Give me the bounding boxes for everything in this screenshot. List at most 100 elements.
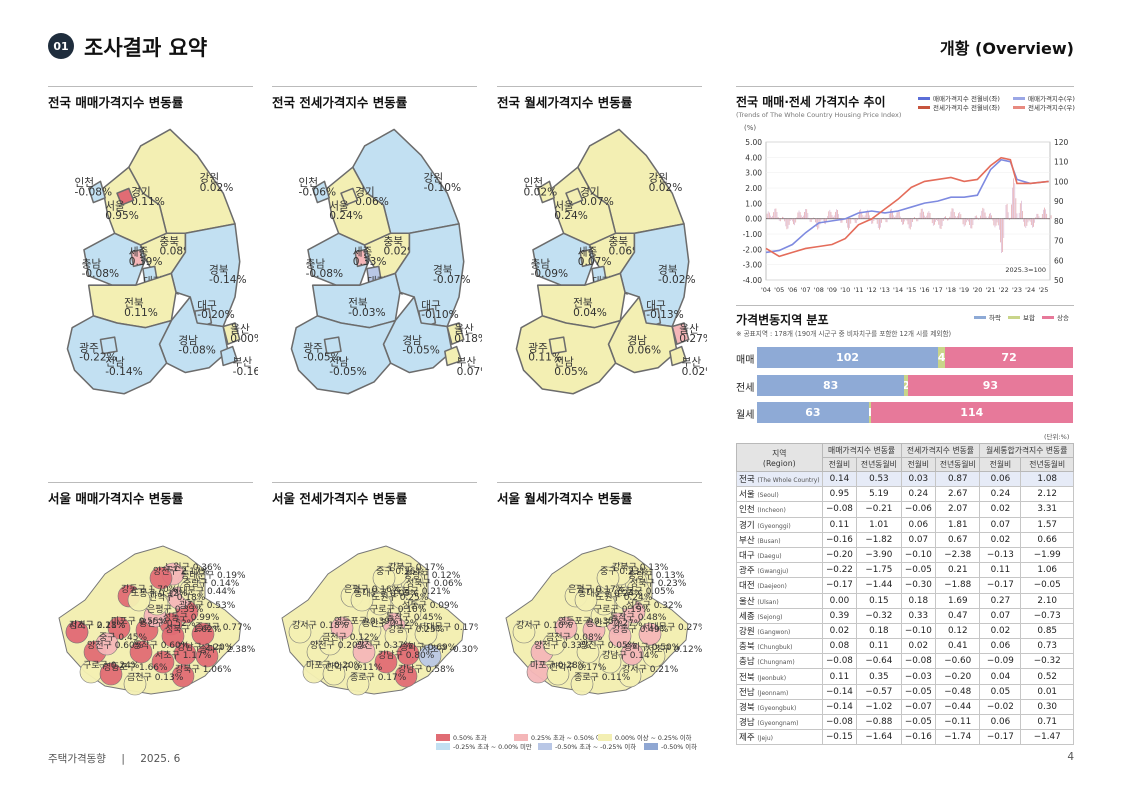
district-label: 서초구 0.12% [646,644,702,655]
value-cell: −1.44 [856,577,902,594]
district-label: 중랑구 0.14% [183,577,240,589]
district-region [346,672,370,696]
region-value-label: 0.06% [355,195,389,208]
value-cell: 0.12 [935,622,981,640]
footer-separator: | [121,753,125,765]
region-name-label: 대구 [646,299,666,312]
region-cell: 충북 (Chungbuk) [736,638,823,655]
value-cell: 0.02 [900,638,937,655]
region-value-label: 0.00% [230,332,258,345]
region-value-label: -0.06% [299,186,337,199]
region-gwangju [323,336,342,355]
region-header-ko: 지역 [772,448,787,458]
value-cell: 0.18 [900,592,937,609]
region-name-label: 경남 [627,334,647,347]
value-cell: −0.10 [900,546,937,564]
x-tick: '14 [893,286,903,294]
series-line [765,158,1049,254]
value-cell: 0.07 [979,516,1022,533]
x-tick: '07 [801,286,811,294]
region-value-label: -0.13% [646,308,684,321]
region-name-en: (Chungbuk) [757,644,793,652]
rate-table: 지역 (Region) 매매가격지수 변동률 전세가격지수 변동률 월세통합가격지… [736,443,1074,746]
divider [736,86,1074,87]
region-name-label: 부산 [682,355,702,368]
page-category: 개황 (Overview) [940,39,1074,58]
region-busan [669,345,688,367]
x-tick: '19 [959,286,969,294]
table-row: 경북 (Gyeongbuk) −0.14 −1.02 −0.07 −0.44 −0.02 0… [736,698,1074,716]
region-value-label: 0.24% [554,209,588,222]
region-name-en: (Gangwon) [757,628,791,636]
x-tick: '21 [986,286,996,294]
value-cell: 1.06 [1020,562,1074,579]
national-sale-map: 강원0.02%경기0.11%서울0.95%인천-0.08%충북0.08%충남-0… [66,128,258,395]
district-label: 서초구 -0.30% [422,644,478,655]
region-value-label: -0.10% [424,181,462,194]
region-name-label: 부산 [457,355,477,368]
value-cell: −0.44 [935,698,981,716]
value-cell: 2.67 [935,486,981,503]
region-cell: 부산 (Busan) [736,531,823,548]
y-right-tick: 70 [1054,237,1064,246]
y-left-tick: -4.00 [743,276,763,285]
region-name-label: 경북 [209,263,229,276]
district-region [626,578,650,602]
region-value-label: 0.11% [124,306,158,319]
value-cell: 0.15 [856,592,902,609]
value-cell: 0.67 [935,531,981,548]
region-value-label: -0.07% [433,273,471,286]
table-row: 광주 (Gwangju) −0.22 −1.75 −0.05 0.21 0.11 1.06 [736,562,1074,579]
section-number-badge: 01 [48,33,74,59]
dist-bar-rent: 63 1 114 [757,402,1073,423]
value-cell: 0.08 [821,638,858,655]
x-tick: '08 [814,286,824,294]
value-cell: 0.24 [979,486,1022,503]
region-value-label: -0.08% [82,267,120,280]
y-left-tick: 2.00 [745,184,762,193]
region-name-label: 광주 [528,341,548,354]
region-name-en: (Gwangju) [757,568,789,576]
value-cell: −0.10 [900,622,937,640]
region-name-label: 인천 [75,176,95,189]
value-cell: 0.07 [900,531,937,548]
value-cell: 1.01 [856,516,902,533]
legend-swatch [436,743,450,750]
value-cell: 0.14 [821,470,858,488]
value-cell: 0.11 [821,668,858,685]
region-name: 대전 [739,581,755,592]
district-label: 영등포구 0.39% [334,616,399,627]
district-label: 서초구 1.17% [155,650,212,661]
value-cell: 0.47 [935,607,981,624]
district-label: 강서구 0.21% [622,664,679,675]
region-value-label: 0.95% [105,209,139,222]
seoul-rent-map: 강서구 0.10% 양천구 0.33% 마포구 0.28% 영등포구 0.35%용산구… [505,545,702,696]
region-gwangju [548,336,567,355]
legend-label: 0.00% 이상 ~ 0.25% 이하 [615,735,692,742]
value-cell: −1.64 [856,729,902,746]
y-left-tick: 3.00 [745,169,762,178]
district-region [402,578,426,602]
value-cell: −0.32 [1020,653,1074,670]
region-name-label: 충북 [608,235,628,248]
y-left-tick: -1.00 [743,230,763,239]
table-row: 대구 (Daegu) −0.20 −3.90 −0.10 −2.38 −0.13 −1.99 [736,546,1074,564]
district-region [191,622,215,646]
value-cell: 0.06 [979,470,1022,488]
value-cell: 0.03 [900,470,937,488]
value-cell: −1.88 [935,577,981,594]
region-value-label: 0.07% [457,365,482,378]
region-name-label: 충북 [383,235,403,248]
district-label: 구로구 0.10% [370,604,427,615]
region-name-label: 울산 [679,322,699,335]
district-label: 은평구 0.33% [147,604,204,615]
value-cell: −0.02 [979,698,1022,716]
region-name: 경남 [739,718,755,729]
region-name-en: (Incheon) [757,507,786,515]
district-label: 강북구 0.13% [612,562,669,573]
y-left-tick: -3.00 [743,261,763,270]
region-name-en: (Gyeongbuk) [757,704,797,712]
value-cell: 0.53 [856,470,902,488]
region-value-label: -0.02% [658,273,696,286]
value-cell: −0.14 [821,698,858,716]
